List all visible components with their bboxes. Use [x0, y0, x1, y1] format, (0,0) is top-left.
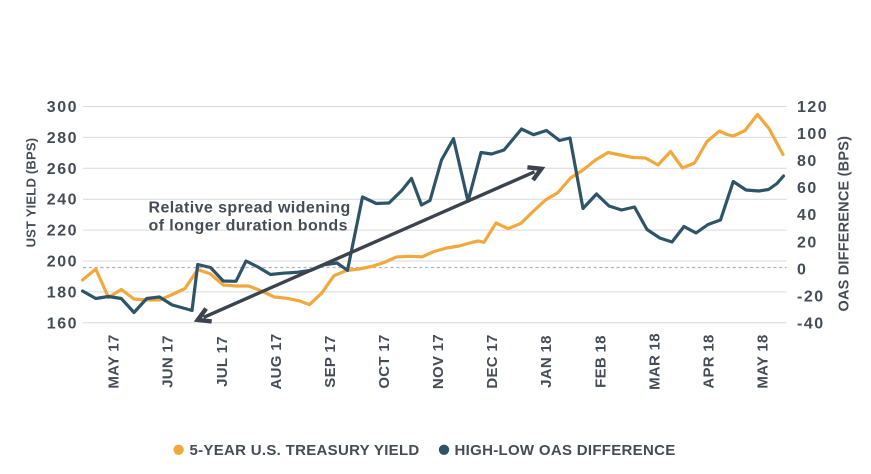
svg-text:300: 300 — [47, 99, 78, 116]
svg-text:100: 100 — [797, 126, 828, 143]
svg-text:JAN 18: JAN 18 — [538, 335, 555, 388]
svg-text:UST YIELD (BPS): UST YIELD (BPS) — [24, 138, 39, 248]
svg-text:FEB 18: FEB 18 — [592, 335, 609, 388]
svg-text:JUN 17: JUN 17 — [160, 335, 177, 388]
svg-text:MAY 18: MAY 18 — [755, 334, 772, 388]
svg-text:SEP 17: SEP 17 — [322, 335, 339, 387]
svg-text:of longer duration bonds: of longer duration bonds — [149, 218, 348, 235]
svg-text:JUL 17: JUL 17 — [214, 336, 231, 387]
svg-text:220: 220 — [47, 223, 78, 240]
svg-text:20: 20 — [797, 234, 818, 251]
svg-text:260: 260 — [47, 161, 78, 178]
svg-text:60: 60 — [797, 180, 818, 197]
svg-text:40: 40 — [797, 207, 818, 224]
svg-text:AUG 17: AUG 17 — [268, 334, 285, 390]
svg-text:APR 18: APR 18 — [701, 334, 718, 388]
svg-text:180: 180 — [47, 284, 78, 301]
svg-text:5-YEAR U.S. TREASURY YIELD: 5-YEAR U.S. TREASURY YIELD — [190, 442, 420, 459]
svg-text:120: 120 — [797, 99, 828, 116]
svg-text:0: 0 — [797, 261, 807, 278]
svg-text:240: 240 — [47, 192, 78, 209]
svg-text:-20: -20 — [797, 288, 825, 305]
svg-text:280: 280 — [47, 130, 78, 147]
svg-text:OAS DIFFERENCE (BPS): OAS DIFFERENCE (BPS) — [837, 136, 853, 312]
svg-text:HIGH-LOW OAS DIFFERENCE: HIGH-LOW OAS DIFFERENCE — [455, 442, 676, 459]
svg-text:80: 80 — [797, 153, 818, 170]
svg-text:160: 160 — [47, 315, 78, 332]
svg-text:NOV 17: NOV 17 — [430, 334, 447, 389]
svg-text:Relative spread widening: Relative spread widening — [149, 199, 351, 216]
svg-text:MAY 17: MAY 17 — [106, 334, 123, 388]
svg-text:200: 200 — [47, 254, 78, 271]
svg-text:-40: -40 — [797, 316, 825, 333]
svg-text:DEC 17: DEC 17 — [484, 334, 501, 388]
svg-text:MAR 18: MAR 18 — [646, 333, 663, 390]
svg-text:OCT 17: OCT 17 — [376, 334, 393, 388]
